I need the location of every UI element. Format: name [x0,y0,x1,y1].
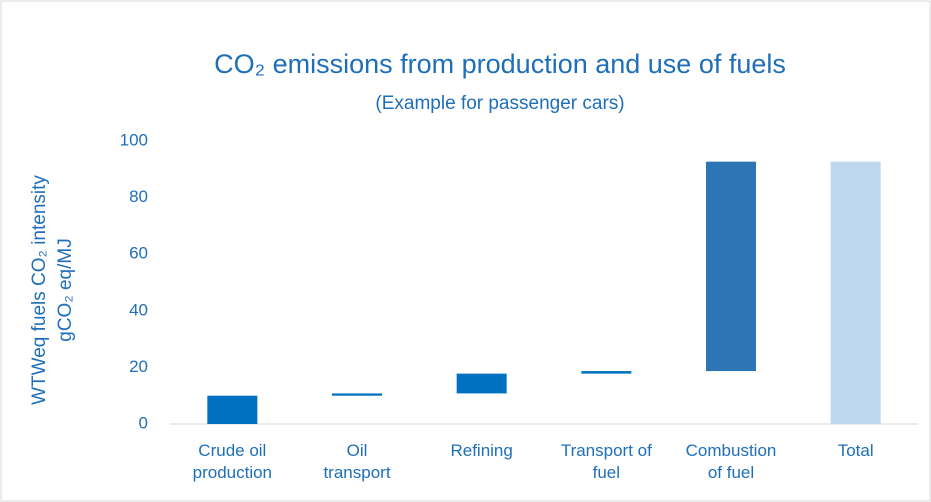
x-tick-label: Crude oil production [193,441,272,482]
x-tick-label: Refining [450,441,512,460]
y-tick-label: 60 [129,244,148,263]
bar [207,395,258,424]
x-tick-label: Oil transport [323,441,390,482]
y-axis-label: gCO₂ eq/MJ [55,238,76,341]
bar [830,161,881,424]
y-tick-label: 20 [129,357,148,376]
y-tick-label: 100 [120,130,148,149]
chart-title: CO₂ emissions from production and use of… [214,49,786,79]
bar [706,161,756,372]
bar [332,393,382,396]
y-tick-label: 0 [139,413,148,432]
y-tick-label: 40 [129,300,148,319]
chart-subtitle: (Example for passenger cars) [375,93,624,114]
bar [456,373,507,394]
x-tick-label: Combustion of fuel [686,441,777,482]
bar [581,371,632,374]
y-tick-label: 80 [129,187,148,206]
y-axis-label: WTWeq fuels CO₂ intensity [29,175,50,405]
x-tick-label: Transport of fuel [561,441,652,482]
x-tick-label: Total [838,441,874,460]
